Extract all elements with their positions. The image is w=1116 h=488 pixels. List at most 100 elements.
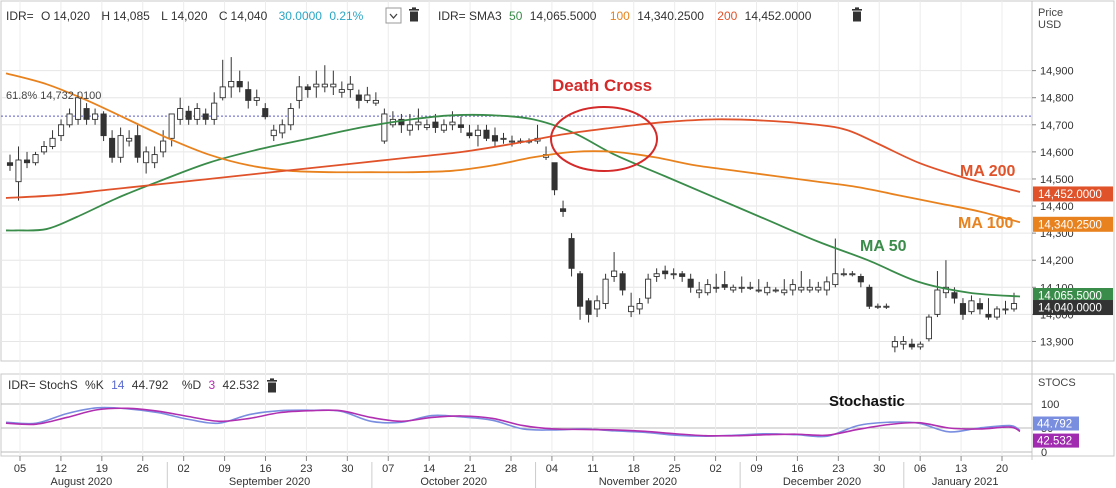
candle-body xyxy=(883,305,890,308)
candle-body xyxy=(721,284,728,288)
candle-body xyxy=(168,113,175,139)
candle-body xyxy=(253,97,260,101)
candle-body xyxy=(500,137,507,140)
candle-body xyxy=(662,270,669,275)
month-label: August 2020 xyxy=(50,476,112,488)
candle-body xyxy=(262,108,269,118)
candle-body xyxy=(330,83,337,88)
ma200-line xyxy=(5,118,1021,199)
x-tick-label: 06 xyxy=(914,463,926,475)
candle-body xyxy=(457,124,464,128)
candle-body xyxy=(449,121,456,126)
candle-body xyxy=(594,300,601,310)
candle-body xyxy=(483,129,490,139)
trash-icon[interactable] xyxy=(267,378,277,393)
candle-body xyxy=(58,124,65,137)
candle-body xyxy=(772,289,779,292)
sma-legend: IDR= SMA3 50 14,065.5000 100 14,340.2500… xyxy=(438,9,812,23)
svg-text:14,040.0000: 14,040.0000 xyxy=(1038,303,1102,315)
candle-body xyxy=(798,286,805,291)
candle-body xyxy=(304,86,311,91)
candle-body xyxy=(560,208,567,212)
fib-label: 61.8% 14,732.0100 xyxy=(6,90,101,102)
candle-body xyxy=(66,113,73,126)
candle-body xyxy=(228,81,235,88)
price-axis-title: Price xyxy=(1038,7,1063,19)
stoch-k-line xyxy=(5,406,1021,438)
x-tick-label: 26 xyxy=(137,463,149,475)
price-tags: 14,452.0000 14,340.2500 14,065.5000 14,0… xyxy=(1033,186,1113,448)
candle-body xyxy=(270,129,277,137)
death-cross-label: Death Cross xyxy=(552,76,652,95)
x-tick-label: 09 xyxy=(218,463,230,475)
candle-body xyxy=(866,286,873,307)
candle-body xyxy=(160,140,167,153)
stoch-axis-title: STOCS xyxy=(1038,377,1076,389)
candle-body xyxy=(32,154,39,164)
candle-body xyxy=(92,113,99,120)
x-tick-label: 16 xyxy=(259,463,271,475)
candle-body xyxy=(423,124,430,128)
candle-body xyxy=(781,289,788,294)
y-tick-label: 14,900 xyxy=(1040,66,1074,78)
x-tick-label: 23 xyxy=(300,463,312,475)
candle-body xyxy=(415,121,422,126)
death-cross-circle xyxy=(550,106,658,172)
candle-body xyxy=(245,89,252,101)
candle-body xyxy=(355,94,362,101)
candle-body xyxy=(381,113,388,142)
x-tick-label: 19 xyxy=(96,463,108,475)
candle-body xyxy=(508,140,516,143)
candle-body xyxy=(338,89,345,93)
candle-body xyxy=(747,286,754,289)
x-tick-label: 12 xyxy=(55,463,67,475)
candle-body xyxy=(602,278,609,304)
candle-body xyxy=(849,273,856,276)
candle-body xyxy=(857,276,864,283)
price-legend: IDR= O 14,020 H 14,085 L 14,020 C 14,040 30.… xyxy=(6,9,364,23)
svg-text:14,065.5000: 14,065.5000 xyxy=(1038,291,1102,303)
candle-body xyxy=(908,343,915,348)
candle-body xyxy=(976,303,984,310)
trash-icon[interactable] xyxy=(409,7,419,22)
dropdown-button[interactable] xyxy=(385,7,402,24)
candle-body xyxy=(347,83,354,91)
candle-body xyxy=(840,273,847,276)
candle-body xyxy=(789,284,796,291)
candle-body xyxy=(730,286,737,291)
x-tick-label: 14 xyxy=(423,463,435,475)
candle-body xyxy=(823,281,830,291)
candle-body xyxy=(406,124,413,131)
candle-body xyxy=(109,137,116,158)
y-tick-label: 14,400 xyxy=(1040,201,1074,213)
x-tick-label: 13 xyxy=(955,463,967,475)
candle-body xyxy=(202,113,209,120)
stoch-tick-label: 0 xyxy=(1041,447,1047,459)
candle-body xyxy=(321,83,328,88)
y-tick-label: 14,200 xyxy=(1040,255,1074,267)
candle-body xyxy=(185,110,192,120)
grid xyxy=(1,1,1032,456)
candle-body xyxy=(985,313,992,318)
candle-body xyxy=(15,159,22,183)
candle-body xyxy=(755,289,762,292)
candle-body xyxy=(993,308,1001,318)
candle-body xyxy=(236,81,243,88)
candle-body xyxy=(815,286,822,291)
chevron-down-icon xyxy=(389,13,398,19)
month-label: December 2020 xyxy=(783,476,861,488)
candle-body xyxy=(806,286,813,291)
candle-body xyxy=(636,303,643,310)
candle-body xyxy=(194,108,201,120)
month-label: October 2020 xyxy=(420,476,487,488)
candle-body xyxy=(645,278,652,299)
ma100-label: MA 100 xyxy=(958,215,1014,232)
candle-body xyxy=(126,137,133,142)
candle-body xyxy=(959,303,966,315)
stoch-panel-frame xyxy=(0,373,1115,457)
x-tick-label: 30 xyxy=(873,463,885,475)
candle-body xyxy=(670,273,677,276)
trash-icon[interactable] xyxy=(852,7,862,22)
